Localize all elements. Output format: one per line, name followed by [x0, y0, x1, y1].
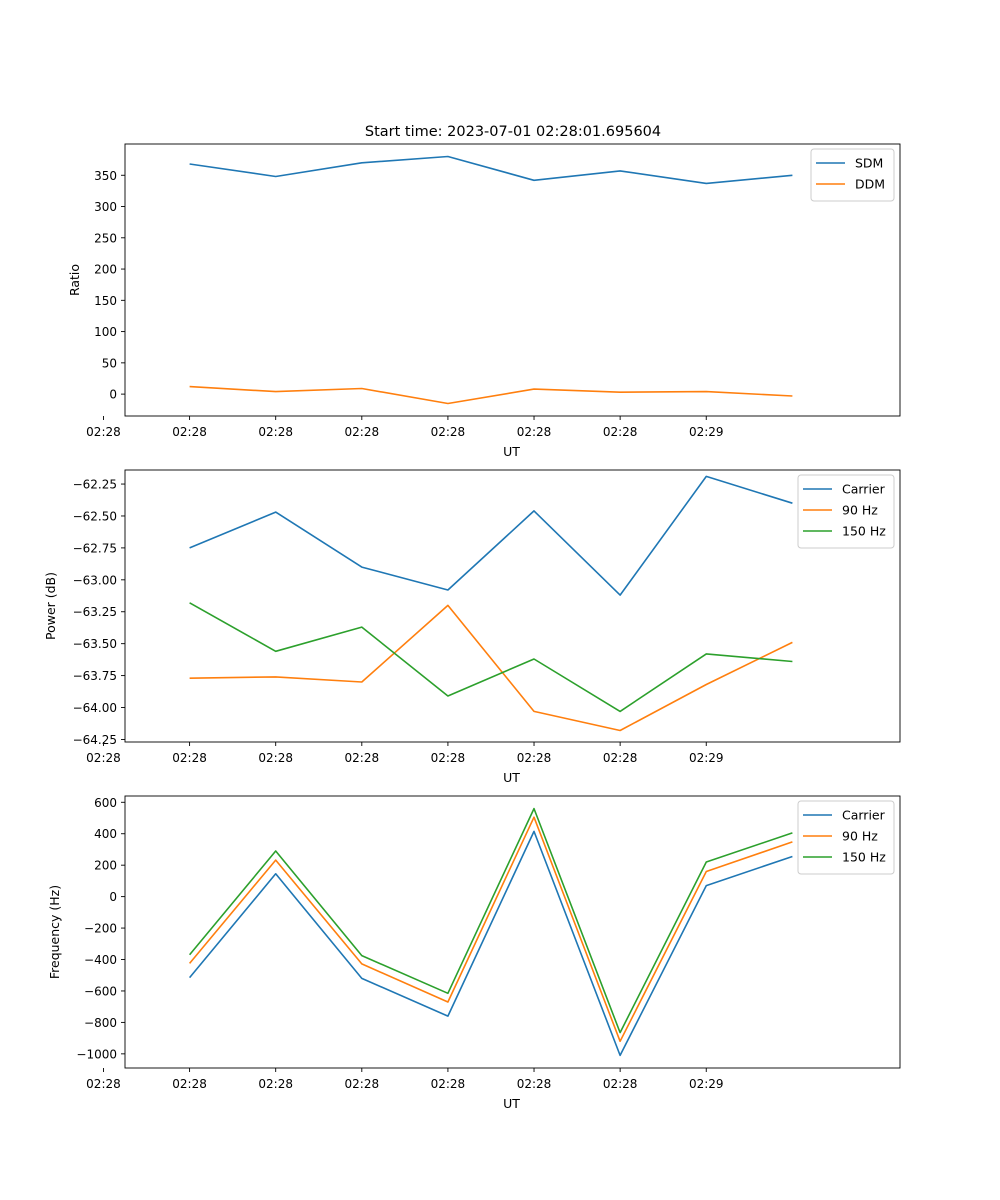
x-axis-label: UT: [503, 770, 520, 785]
x-tick-label: 02:28: [517, 1077, 552, 1091]
x-tick-label: 02:28: [517, 425, 552, 439]
legend: Carrier 90 Hz 150 Hz: [797, 800, 895, 875]
x-tick-label: 02:28: [86, 1077, 121, 1091]
y-tick-label: 50: [102, 356, 117, 370]
y-tick-label: −64.25: [73, 733, 117, 747]
legend: Carrier 90 Hz 150 Hz: [797, 474, 895, 549]
x-tick-label: 02:28: [431, 1077, 466, 1091]
figure-title: Start time: 2023-07-01 02:28:01.695604: [365, 124, 661, 140]
series-line-carrier: [189, 475, 793, 596]
series-line-150-hz: [189, 602, 793, 713]
y-tick-label: −64.00: [73, 701, 117, 715]
chart-panel-ratio: 02:28 02:28 02:28 02:28 02:28 02:28 02:28 02:29…: [67, 143, 901, 459]
x-tick-label: 02:29: [689, 1077, 724, 1091]
legend-box: [797, 800, 895, 875]
y-tick-label: −62.50: [73, 509, 117, 523]
y-tick-label: −1000: [76, 1047, 117, 1061]
axes-frame: [124, 469, 901, 743]
y-tick-label: 200: [94, 263, 117, 277]
legend-box: [797, 474, 895, 549]
x-tick-label: 02:28: [603, 425, 638, 439]
series-line-150-hz: [188, 807, 793, 1034]
y-tick-label: 0: [109, 890, 117, 904]
y-tick-label: −400: [84, 953, 117, 967]
axes-frame: [124, 143, 901, 417]
x-tick-label: 02:28: [517, 751, 552, 765]
y-tick-label: 0: [109, 388, 117, 402]
legend: SDM DDM: [810, 148, 895, 202]
series-line-ddm: [189, 385, 793, 405]
x-tick-label: 02:28: [258, 425, 293, 439]
y-tick-label: 100: [94, 325, 117, 339]
legend-label: 90 Hz: [842, 503, 878, 518]
y-tick-label: −62.25: [73, 478, 117, 492]
y-tick-label: 400: [94, 827, 117, 841]
x-tick-label: 02:28: [258, 1077, 293, 1091]
x-tick-label: 02:28: [431, 425, 466, 439]
y-tick-label: −63.50: [73, 637, 117, 651]
y-tick-label: −800: [84, 1016, 117, 1030]
x-axis-label: UT: [503, 1096, 520, 1111]
x-tick-label: 02:28: [86, 751, 121, 765]
x-tick-label: 02:29: [689, 425, 724, 439]
x-tick-label: 02:28: [431, 751, 466, 765]
y-tick-label: −62.75: [73, 541, 117, 555]
series-line-sdm: [189, 155, 793, 185]
y-axis-label: Power (dB): [43, 572, 58, 640]
y-tick-label: 250: [94, 231, 117, 245]
y-tick-label: 600: [94, 796, 117, 810]
y-tick-label: −63.25: [73, 605, 117, 619]
legend-label: 150 Hz: [842, 850, 886, 865]
legend-label: 90 Hz: [842, 829, 878, 844]
y-tick-label: −63.00: [73, 573, 117, 587]
x-tick-label: 02:28: [603, 1077, 638, 1091]
x-tick-label: 02:29: [689, 751, 724, 765]
x-tick-label: 02:28: [172, 425, 207, 439]
axes-frame: [124, 795, 901, 1069]
y-tick-label: 350: [94, 169, 117, 183]
y-tick-label: −600: [84, 984, 117, 998]
x-tick-label: 02:28: [172, 751, 207, 765]
y-tick-label: 300: [94, 200, 117, 214]
chart-panel-power: 02:28 02:28 02:28 02:28 02:28 02:28 02:28 02:29…: [43, 469, 901, 785]
x-tick-label: 02:28: [345, 1077, 380, 1091]
series-line-90-hz: [188, 816, 793, 1043]
legend-box: [810, 148, 895, 202]
y-axis-label: Frequency (Hz): [47, 885, 62, 979]
legend-label: 150 Hz: [842, 524, 886, 539]
chart-panel-frequency: 02:28 02:28 02:28 02:28 02:28 02:28 02:28 02:29…: [47, 795, 901, 1111]
x-tick-label: 02:28: [258, 751, 293, 765]
x-tick-label: 02:28: [345, 751, 380, 765]
series-line-carrier: [188, 830, 793, 1057]
legend-label: DDM: [855, 177, 885, 192]
series-line-90-hz: [189, 604, 793, 732]
legend-label: Carrier: [842, 808, 886, 823]
panels: 02:28 02:28 02:28 02:28 02:28 02:28 02:28 02:29…: [43, 143, 901, 1111]
x-tick-label: 02:28: [86, 425, 121, 439]
y-tick-label: −200: [84, 922, 117, 936]
y-axis-label: Ratio: [67, 264, 82, 296]
x-tick-label: 02:28: [345, 425, 380, 439]
y-tick-label: 150: [94, 294, 117, 308]
y-tick-label: 200: [94, 859, 117, 873]
y-tick-label: −63.75: [73, 669, 117, 683]
legend-label: SDM: [855, 156, 883, 171]
x-axis-label: UT: [503, 444, 520, 459]
x-tick-label: 02:28: [172, 1077, 207, 1091]
legend-label: Carrier: [842, 482, 886, 497]
x-tick-label: 02:28: [603, 751, 638, 765]
